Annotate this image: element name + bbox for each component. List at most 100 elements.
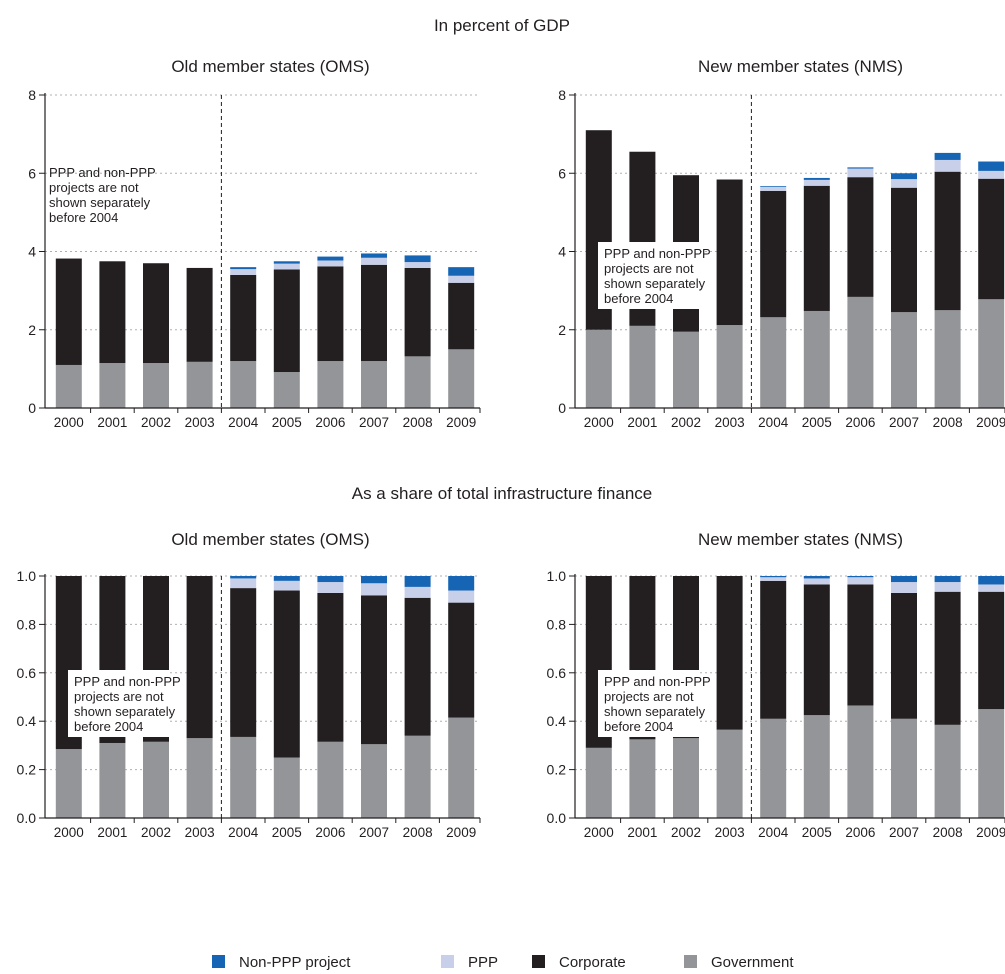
bar-ppp-2004: [760, 577, 787, 581]
x-tick-label: 2009: [446, 415, 476, 430]
bar-corporate-2007: [361, 264, 387, 362]
y-tick-label: 2: [28, 322, 36, 338]
legend-label: PPP: [468, 954, 498, 971]
bar-corporate-2001: [99, 261, 126, 364]
bar-government-2001: [99, 363, 126, 408]
bar-non-ppp-project-2007: [891, 173, 917, 180]
bar-government-2002: [143, 741, 169, 818]
note-line: PPP and non-PPP: [74, 674, 181, 689]
y-tick-label: 4: [558, 244, 566, 260]
x-tick-label: 2005: [802, 415, 832, 430]
bar-corporate-2009: [448, 282, 475, 350]
y-tick-label: 0.0: [17, 810, 37, 826]
bar-non-ppp-project-2008: [404, 255, 431, 263]
x-tick-label: 2001: [97, 825, 127, 840]
y-tick-label: 6: [558, 165, 566, 181]
x-tick-label: 2002: [141, 825, 171, 840]
bar-government-2004: [230, 361, 257, 408]
bar-non-ppp-project-2009: [978, 161, 1005, 171]
note-line: before 2004: [74, 719, 143, 734]
section-title-gdp: In percent of GDP: [434, 16, 570, 35]
panel-title: New member states (NMS): [698, 530, 903, 549]
bar-corporate-2009: [448, 602, 475, 718]
x-tick-label: 2008: [403, 825, 433, 840]
legend-swatch-corporate: [532, 955, 545, 968]
panel-title: Old member states (OMS): [171, 57, 369, 76]
note-line: PPP and non-PPP: [604, 674, 711, 689]
bar-government-2001: [99, 742, 126, 818]
bar-government-2008: [934, 310, 961, 408]
panel-oms-gdp: Old member states (OMS) 0 2 4 6 8 2000 2001 2002…: [28, 57, 481, 430]
bar-non-ppp-project-2008: [934, 152, 961, 160]
bar-ppp-2009: [978, 584, 1005, 592]
note-line: before 2004: [604, 719, 673, 734]
bar-ppp-2005: [803, 578, 830, 585]
x-tick-label: 2004: [758, 825, 789, 840]
y-tick-label: 0.8: [547, 616, 567, 632]
bar-government-2006: [317, 741, 344, 818]
bar-government-2002: [673, 331, 699, 408]
bar-government-2001: [629, 739, 656, 818]
legend: Non-PPP project PPP Corporate Government: [212, 954, 794, 971]
bar-corporate-2005: [803, 185, 830, 311]
bar-corporate-2003: [716, 576, 743, 730]
bar-corporate-2004: [230, 588, 257, 737]
x-tick-label: 2003: [715, 415, 745, 430]
bar-corporate-2008: [404, 597, 431, 736]
bar-non-ppp-project-2005: [803, 177, 830, 180]
note-line: PPP and non-PPP: [604, 246, 711, 261]
bar-ppp-2004: [760, 186, 787, 191]
y-tick-label: 0.8: [17, 616, 37, 632]
bar-government-2008: [934, 724, 961, 818]
bar-government-2003: [186, 738, 213, 818]
bar-corporate-2008: [404, 267, 431, 357]
bar-government-2004: [230, 736, 257, 818]
x-tick-label: 2006: [315, 415, 345, 430]
bar-corporate-2006: [317, 592, 344, 742]
bar-ppp-2004: [230, 269, 257, 275]
y-tick-label: 0.2: [17, 762, 37, 778]
bar-government-2005: [273, 372, 300, 408]
note-line: projects are not: [49, 180, 139, 195]
x-tick-label: 2008: [933, 415, 963, 430]
bar-government-2003: [716, 729, 743, 818]
bar-non-ppp-project-2009: [448, 267, 475, 276]
bar-corporate-2000: [55, 258, 82, 365]
x-tick-label: 2002: [141, 415, 171, 430]
panel-title: Old member states (OMS): [171, 530, 369, 549]
bar-corporate-2004: [230, 274, 257, 362]
note-line: PPP and non-PPP: [49, 165, 156, 180]
bar-government-2005: [803, 715, 830, 818]
note-line: shown separately: [49, 195, 151, 210]
bar-ppp-2004: [230, 578, 257, 589]
bar-government-2006: [317, 361, 344, 408]
note-line: projects are not: [74, 689, 164, 704]
bar-corporate-2003: [186, 576, 213, 739]
bar-non-ppp-project-2008: [404, 576, 431, 587]
bar-government-2000: [585, 329, 612, 408]
x-tick-label: 2003: [185, 825, 215, 840]
bar-non-ppp-project-2006: [317, 256, 344, 261]
x-tick-label: 2004: [228, 825, 259, 840]
y-tick-label: 6: [28, 165, 36, 181]
y-tick-label: 0: [28, 400, 36, 416]
y-tick-label: 0.4: [547, 713, 567, 729]
x-tick-label: 2008: [933, 825, 963, 840]
bar-non-ppp-project-2008: [934, 576, 961, 583]
y-tick-label: 1.0: [17, 568, 37, 584]
panel-title: New member states (NMS): [698, 57, 903, 76]
y-tick-label: 0.6: [547, 665, 567, 681]
y-tick-label: 0.4: [17, 713, 37, 729]
x-tick-label: 2002: [671, 415, 701, 430]
bar-government-2009: [448, 717, 475, 818]
x-tick-label: 2006: [845, 415, 875, 430]
bar-government-2004: [760, 718, 787, 818]
bar-government-2003: [186, 361, 213, 408]
bar-government-2009: [978, 709, 1005, 818]
bar-corporate-2007: [891, 187, 917, 313]
bar-non-ppp-project-2005: [273, 576, 300, 581]
note-line: shown separately: [74, 704, 176, 719]
x-tick-label: 2009: [976, 825, 1005, 840]
note-line: before 2004: [604, 291, 673, 306]
